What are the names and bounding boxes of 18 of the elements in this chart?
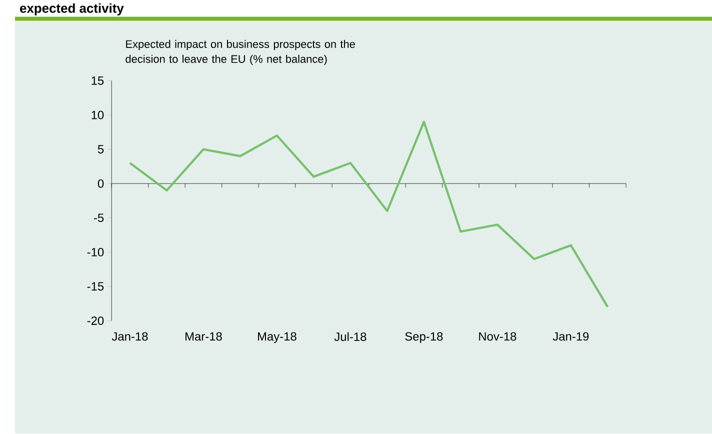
y-axis-title: Expected impact on business prospects on the decision to leave the EU (% net balance) xyxy=(126,40,355,66)
y-tick-label: -10 xyxy=(87,248,104,257)
x-tick-label: Sep-18 xyxy=(405,332,443,344)
x-tick-label: Jan-18 xyxy=(112,332,148,341)
x-tick-label: Nov-18 xyxy=(479,332,516,341)
x-tick-label: Jan-19 xyxy=(552,332,589,341)
y-tick-label: 10 xyxy=(92,110,104,120)
line-series xyxy=(128,120,609,308)
y-tick-label: 0 xyxy=(98,179,104,188)
y-tick-label: 15 xyxy=(92,76,104,86)
y-tick-label: -5 xyxy=(94,214,104,222)
y-tick-label: -20 xyxy=(87,316,104,326)
x-tick-label: Jul-18 xyxy=(334,332,366,342)
x-tick-label: May-18 xyxy=(258,332,296,344)
y-tick-label: -15 xyxy=(87,282,104,291)
y-tick-label: 5 xyxy=(98,145,104,154)
x-tick-label: Mar-18 xyxy=(186,332,222,341)
chart-title: expected activity xyxy=(20,3,124,16)
